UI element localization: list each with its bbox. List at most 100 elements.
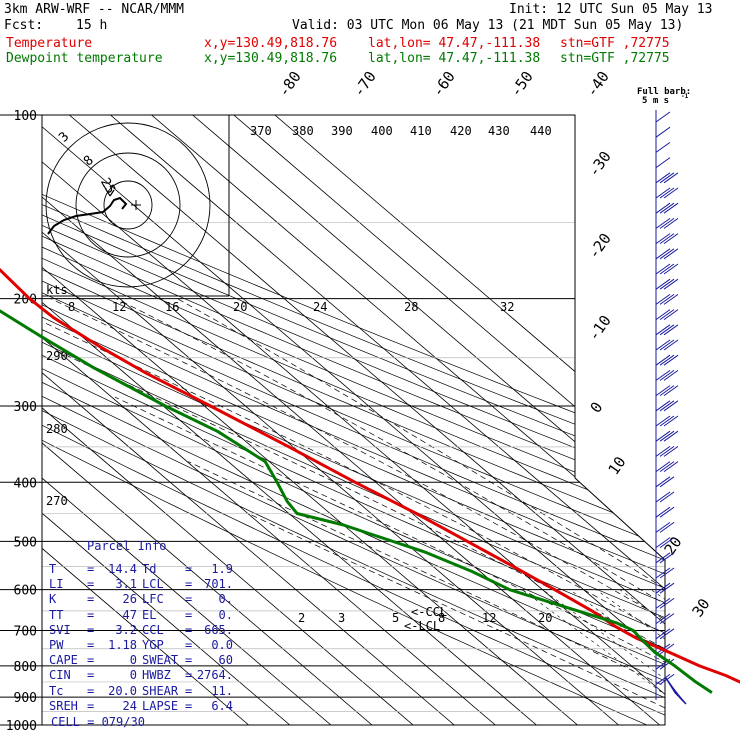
- parcel-value: 11.: [211, 683, 233, 698]
- wind-barb: [659, 613, 675, 625]
- wind-barb: [663, 445, 679, 457]
- wind-barb: [659, 491, 675, 503]
- parcel-key: T: [49, 562, 57, 576]
- parcel-info-title: Parcel Info: [87, 539, 167, 553]
- wind-barb: [659, 400, 675, 412]
- moist-adiabat-line: [42, 304, 665, 725]
- wind-barb: [655, 582, 671, 594]
- dry-adiabat-label: 280: [46, 422, 68, 436]
- equals-sign: =: [87, 622, 95, 637]
- wind-barb: [655, 521, 671, 533]
- parcel-info-row: K = 26 LFC = 0.: [49, 592, 239, 607]
- parcel-key: TT: [49, 607, 64, 622]
- isotherm-label: -60: [429, 68, 459, 101]
- isotherm-label: -20: [585, 230, 615, 263]
- hodograph-speed-tick: 32: [500, 300, 514, 314]
- equals-sign: =: [87, 562, 95, 576]
- wind-barb: [663, 369, 679, 381]
- wind-barb: [655, 324, 671, 336]
- parcel-key: K: [49, 592, 57, 607]
- valid-time: Valid: 03 UTC Mon 06 May 13 (21 MDT Sun …: [292, 18, 684, 33]
- dry-adiabat-label: 380: [292, 124, 314, 138]
- dewpoint-legend-station: stn=GTF ,72775: [560, 51, 670, 66]
- temperature-legend-xy: x,y=130.49,818.76: [204, 36, 338, 51]
- moist-adiabat-line: [248, 513, 665, 725]
- dewpoint-trace: [0, 309, 713, 694]
- temperature-legend-station: stn=GTF ,72775: [560, 36, 670, 51]
- parcel-key: SVI: [49, 622, 71, 637]
- parcel-key: SHEAR: [142, 683, 179, 698]
- wind-barb: [659, 430, 675, 442]
- isotherm-line: [192, 115, 665, 725]
- equals-sign: =: [87, 637, 95, 652]
- equals-sign: =: [87, 653, 95, 668]
- parcel-key: SWEAT: [142, 653, 179, 668]
- wind-barb: [659, 187, 675, 199]
- barb-legend-units: 5 m s: [642, 96, 669, 106]
- isotherm-label: 20: [661, 533, 686, 558]
- wind-barb: [663, 309, 679, 321]
- mixing-ratio-label: 5: [392, 611, 399, 625]
- hodograph-box: 3 8 25 kts: [42, 115, 230, 297]
- temperature-legend-name: Temperature: [6, 36, 93, 51]
- equals-sign: =: [185, 637, 193, 652]
- dry-adiabat-label: 370: [250, 124, 272, 138]
- mixing-ratio-label: 12: [482, 611, 496, 625]
- wind-barb: [663, 293, 679, 305]
- wind-barb: [655, 597, 671, 609]
- wind-barb: [663, 415, 679, 427]
- isotherm-line: [42, 115, 414, 725]
- wind-barb: [659, 415, 675, 427]
- barb-legend-exponent: -1: [681, 93, 689, 100]
- wind-barb: [655, 613, 671, 625]
- wind-barb: [655, 263, 671, 275]
- pressure-tick-label: 400: [14, 476, 37, 491]
- parcel-info-row: TT = 47 EL = 0.: [49, 608, 239, 623]
- wind-barb: [655, 476, 671, 488]
- barb-legend-title: Full barb:: [637, 87, 691, 97]
- isotherm-line: [42, 115, 660, 725]
- isotherm-line: [42, 115, 665, 725]
- wind-barb: [663, 324, 679, 336]
- isotherm-line: [42, 115, 373, 725]
- wind-barb: [659, 552, 675, 564]
- parcel-key: CIN: [49, 668, 71, 683]
- wind-barb: [655, 461, 671, 473]
- hodograph-speed-tick: 12: [112, 300, 126, 314]
- moist-adiabat-line: [114, 396, 665, 725]
- wind-barb: [659, 628, 675, 640]
- parcel-value: 665.: [204, 622, 233, 637]
- isotherm-label: -30: [585, 148, 615, 181]
- wind-barb: [663, 248, 679, 260]
- dry-adiabat-label: 440: [530, 124, 552, 138]
- equals-sign: =: [185, 622, 193, 637]
- dewpoint-legend-xy: x,y=130.49,818.76: [204, 51, 338, 66]
- wind-barb: [655, 217, 671, 229]
- parcel-key: LCL: [142, 577, 164, 592]
- wind-barb: [663, 278, 679, 290]
- wind-barb: [655, 673, 671, 685]
- parcel-value: 0: [129, 668, 137, 683]
- mixing-ratio-label: 20: [538, 611, 552, 625]
- isotherm-line: [42, 115, 496, 725]
- wind-barb: [655, 202, 671, 214]
- wind-barb: [655, 339, 671, 351]
- isotherm-label: -40: [583, 68, 613, 101]
- wind-barb: [659, 369, 675, 381]
- dry-adiabat-label: 290: [46, 349, 68, 363]
- parcel-value: 26: [122, 592, 137, 607]
- isotherm-label: -50: [507, 68, 537, 101]
- init-time: Init: 12 UTC Sun 05 May 13: [509, 2, 713, 17]
- wind-barb: [659, 445, 675, 457]
- wind-barb: [655, 369, 671, 381]
- wind-barb: [659, 506, 675, 518]
- wind-barb: [663, 354, 679, 366]
- dewpoint-legend-latlon: lat,lon= 47.47,-111.38: [368, 51, 541, 66]
- wind-barb: [655, 293, 671, 305]
- equals-sign: =: [87, 668, 95, 683]
- lcl-marker: <-LCL: [404, 619, 440, 633]
- wind-barb: [659, 567, 675, 579]
- moist-adiabat-line: [50, 298, 665, 725]
- wind-barb: [659, 324, 675, 336]
- parcel-info-row: SVI = 3.2 CCL = 665.: [49, 623, 239, 638]
